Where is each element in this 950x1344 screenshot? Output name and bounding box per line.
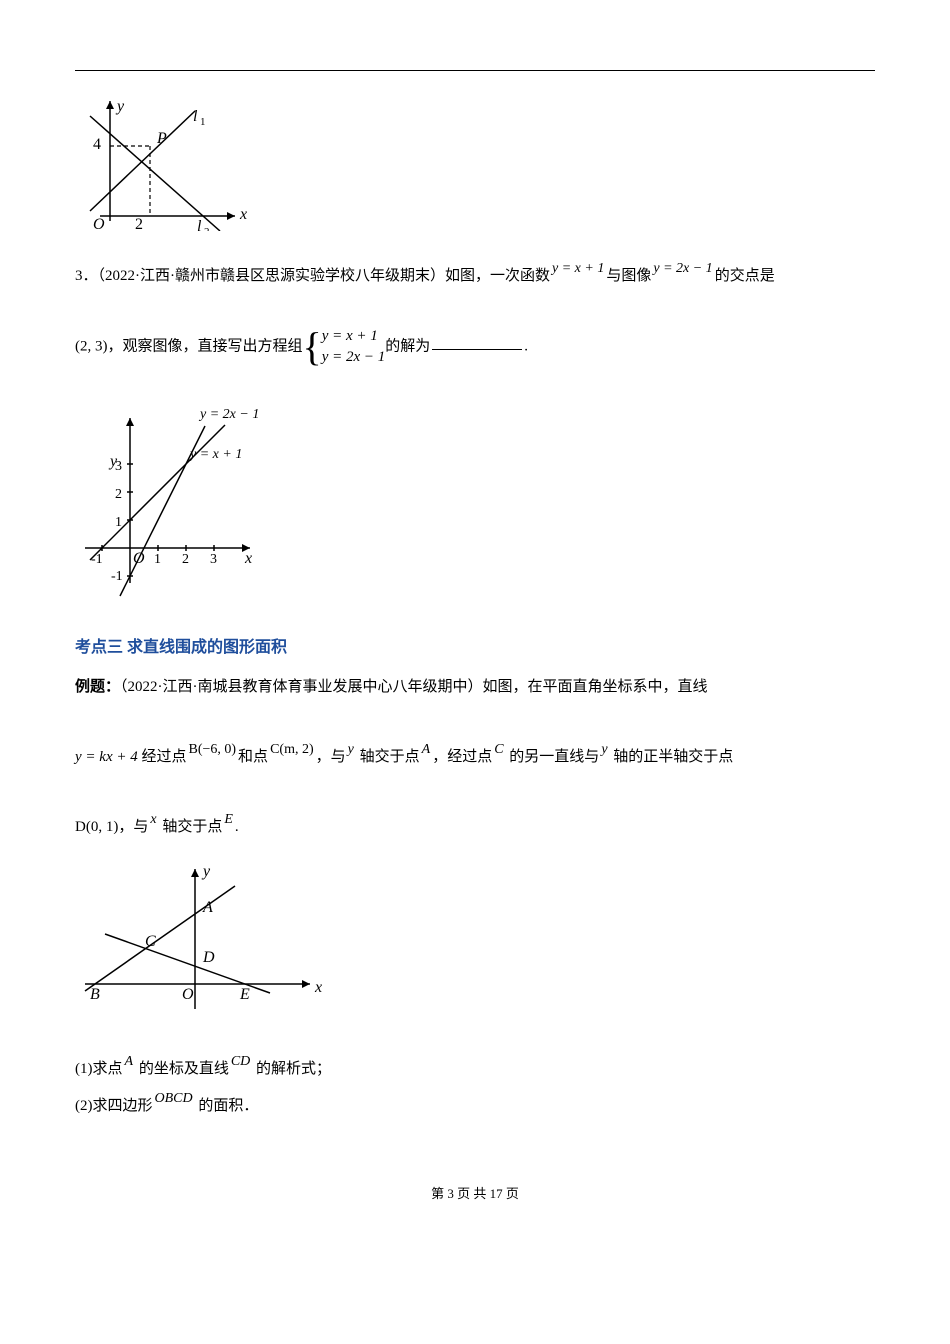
example-pt-e: E [224,805,233,836]
q1-a: A [125,1047,134,1078]
fig3-b: B [90,986,100,1003]
fig3-d: D [202,949,215,966]
fig2-eq-top: y = 2x − 1 [198,407,259,422]
q1-text: (1)求点 [75,1061,123,1077]
figure-3: y x O A B C D E [75,854,875,1029]
fig1-tick-x: 2 [135,216,143,231]
q2-end: 的面积． [195,1098,259,1114]
section-3-title: 考点三 求直线围成的图形面积 [75,633,875,657]
example-pt-d: D(0, 1) [75,819,118,835]
q3-mid4: 的解为 [385,338,430,354]
question-3: 3．（2022·江西·赣州市赣县区思源实验学校八年级期末）如图，一次函数y = … [75,256,875,368]
fig1-l1-label: l [193,108,198,125]
example-axis-x: x [150,805,156,836]
example-axis-y2: y [601,735,607,766]
q3-eq1: y = x + 1 [552,254,604,285]
fig3-a: A [202,899,213,916]
q3-number: 3． [75,268,98,284]
footer-mid: 页 共 [454,1186,490,1201]
q3-mid1: 与图像 [606,268,651,284]
example-mid-d: 轴交于点 [356,749,420,765]
fig1-l1-sub: 1 [200,116,206,128]
q3-mid2: 的交点是 [715,268,775,284]
example-source: （2022·江西·南城县教育体育事业发展中心八年级期中）如图，在平面直角坐标系中… [120,679,708,695]
q3-mid3: ，观察图像，直接写出方程组 [108,338,303,354]
fig2-x-label: x [244,550,252,567]
q3-brace-eq2: y = 2x − 1 [322,347,386,368]
footer-total: 17 [490,1186,503,1201]
example-axis-y: y [348,735,354,766]
fig3-x-label: x [314,979,322,996]
example-mid-h: ，与 [118,819,148,835]
page-footer: 第 3 页 共 17 页 [75,1183,875,1202]
fig1-origin: O [93,216,105,231]
footer-pre: 第 [431,1186,447,1201]
example-mid-e: ，经过点 [432,749,492,765]
example-line2-pre: 经过点 [138,749,187,765]
q2-obcd: OBCD [155,1084,193,1115]
fig2-ytick-3: 3 [115,459,122,474]
example-pt-a: A [422,735,431,766]
fig1-l2-label: l [197,218,202,231]
figure-2: y = 2x − 1 y = x + 1 y x O 3 2 1 -1 -1 1… [75,398,875,603]
q3-end: . [524,338,528,354]
example-mid-b: 和点 [238,749,268,765]
fig2-origin: O [133,550,145,567]
q2-text: (2)求四边形 [75,1098,153,1114]
example-mid-g: 轴的正半轴交于点 [610,749,734,765]
example-eq-line: y = kx + 4 [75,749,138,765]
fig3-y-label: y [201,863,211,880]
fig2-xtick-3: 3 [210,552,217,567]
fig1-y-label: y [115,98,125,115]
q1-cd: CD [231,1047,250,1078]
example-problem: 例题：（2022·江西·南城县教育体育事业发展中心八年级期中）如图，在平面直角坐… [75,671,875,844]
example-label: 例题： [75,679,120,695]
example-mid-f: 的另一直线与 [506,749,600,765]
sub-questions: (1)求点A 的坐标及直线CD 的解析式； (2)求四边形OBCD 的面积． [75,1049,875,1123]
q1-end: 的解析式； [252,1061,331,1077]
example-end: . [235,819,239,835]
example-mid-c: ，与 [316,749,346,765]
fig2-eq-right: y = x + 1 [188,447,242,462]
example-pt-b: B(−6, 0) [188,735,236,766]
q3-eq2: y = 2x − 1 [653,254,712,285]
fig3-c: C [145,933,156,950]
figure-1: y x O 4 2 P l 1 l 2 [75,91,875,236]
fig3-e: E [239,986,250,1003]
answer-blank [432,349,522,350]
fig1-tick-y: 4 [93,136,101,153]
fig1-x-label: x [239,206,247,223]
fig2-xtick-m1: -1 [91,552,103,567]
fig2-xtick-1: 1 [154,552,161,567]
fig3-origin: O [182,986,194,1003]
fig2-ytick-2: 2 [115,487,122,502]
horizontal-rule [75,70,875,71]
q3-brace-eq1: y = x + 1 [322,326,386,347]
fig1-l2-sub: 2 [204,226,210,231]
q3-point: (2, 3) [75,338,108,354]
q3-brace-system: {y = x + 1y = 2x − 1 [303,326,386,368]
q1-mid: 的坐标及直线 [135,1061,229,1077]
fig1-point-p: P [156,130,167,147]
fig2-xtick-2: 2 [182,552,189,567]
fig2-ytick-1: 1 [115,515,122,530]
fig2-ytick-m1: -1 [111,569,123,584]
footer-post: 页 [503,1186,519,1201]
q3-source: （2022·江西·赣州市赣县区思源实验学校八年级期末）如图，一次函数 [98,268,551,284]
example-mid-i: 轴交于点 [159,819,223,835]
example-pt-c2: C [494,735,503,766]
example-pt-c: C(m, 2) [270,735,314,766]
